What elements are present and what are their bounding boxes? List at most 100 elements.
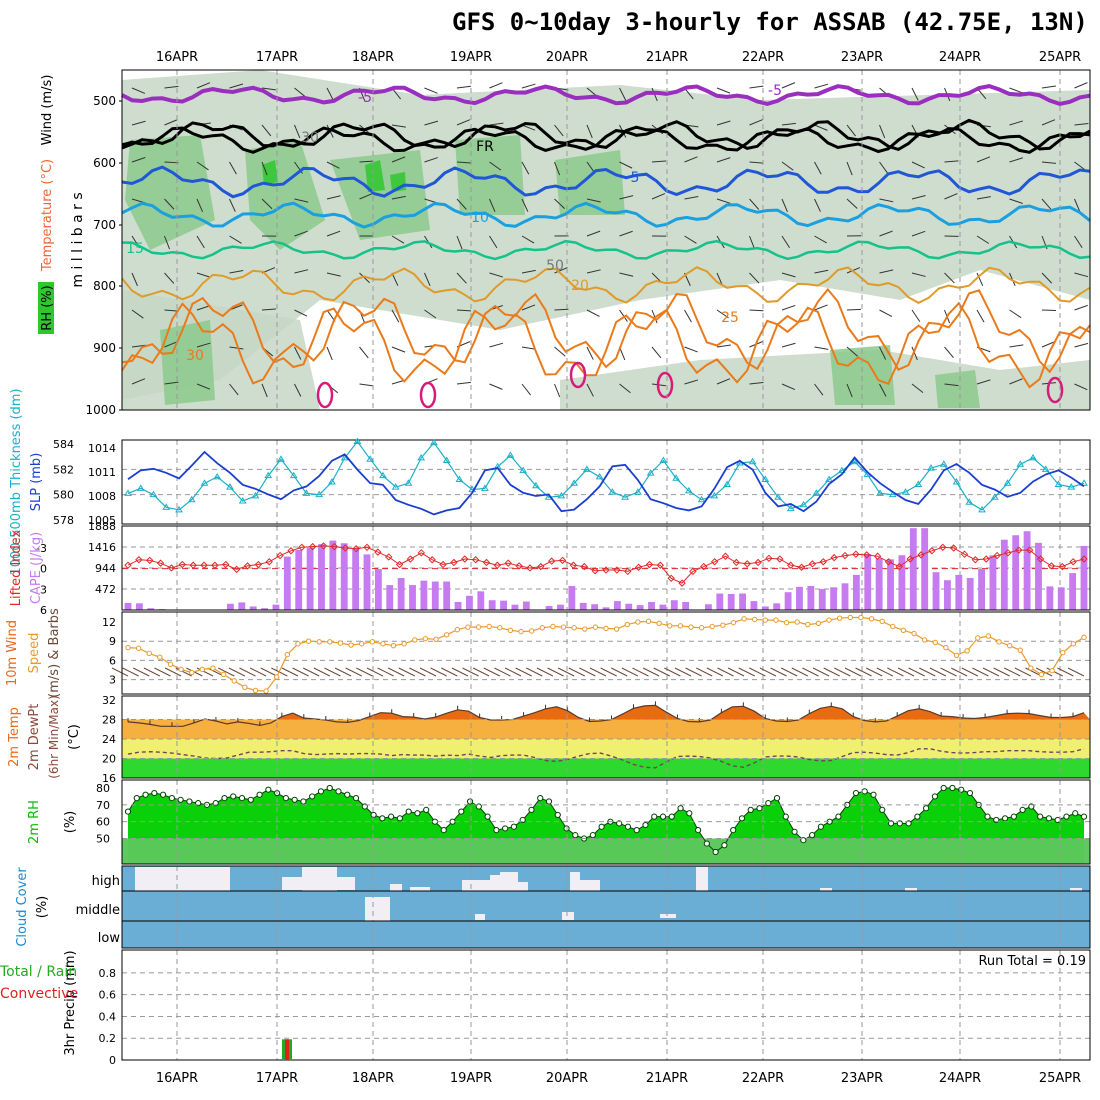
run-total-annotation: Run Total = 0.19 (978, 954, 1086, 969)
wind-barb (619, 272, 634, 277)
wind-barb (586, 198, 601, 203)
wind-barb (229, 161, 237, 175)
wind-barb (217, 667, 235, 677)
li-point (939, 543, 947, 552)
li-point (1069, 558, 1077, 566)
rh-point (870, 791, 877, 798)
wind-barb (292, 667, 309, 677)
thickness-point (328, 478, 336, 485)
rh-point (466, 798, 474, 805)
date-label-top: 21APR (646, 50, 688, 65)
cape-bar (397, 577, 405, 610)
wind-barb (911, 230, 926, 237)
li-point (417, 549, 426, 557)
wind-barb (976, 235, 990, 244)
wind-barb (781, 161, 794, 171)
li-point (558, 556, 567, 565)
wind-barb (419, 667, 437, 677)
rh-point (984, 813, 991, 820)
wind-barb (749, 309, 764, 312)
wind-barb (489, 272, 504, 278)
wind-speed-point (486, 623, 492, 630)
cape-bar (864, 553, 872, 610)
rh-point (388, 813, 395, 820)
li-point (298, 543, 306, 552)
wind-speed-point (252, 687, 259, 694)
wind-barb (521, 304, 536, 311)
wind-barb (684, 379, 699, 385)
rh-point (405, 808, 412, 815)
rh-point (537, 795, 544, 802)
wind-barb (547, 667, 564, 677)
wind-barb (619, 309, 628, 322)
wind-barb (521, 346, 536, 350)
li-point (721, 552, 730, 560)
wind-barb (879, 124, 886, 139)
wind-barb (164, 85, 179, 89)
cape-bar (955, 574, 963, 610)
slp-tick-label: 1005 (88, 514, 116, 527)
wind-speed-point (369, 639, 376, 645)
contour-label: 20 (571, 278, 589, 294)
li-point (526, 564, 534, 572)
wind-barb (1009, 157, 1023, 163)
wind-barb (164, 119, 178, 126)
panel-frame (121, 865, 1091, 949)
li-point (917, 551, 925, 559)
cape-bar (1023, 531, 1031, 610)
rh-shading (160, 320, 215, 405)
li-point (504, 559, 512, 567)
rh-point (861, 788, 868, 795)
wind-speed-point (752, 616, 758, 623)
wind-barb (1074, 122, 1089, 126)
wind-barb (164, 381, 179, 385)
wind-barb (684, 346, 698, 353)
thickness-point (506, 451, 515, 458)
temp2m-label-b: 2m DewPt (27, 704, 42, 771)
thickness-point (786, 504, 795, 512)
wind-barb (770, 667, 787, 677)
li-point (352, 544, 360, 553)
cape-bar (466, 595, 473, 610)
rh-point (721, 842, 728, 849)
wind-speed-point (390, 642, 397, 649)
rh-point (326, 784, 333, 792)
wind-barb (684, 309, 692, 323)
wind-barb (846, 267, 861, 274)
temp-tick-label: 28 (102, 714, 116, 727)
wind-barb (111, 667, 129, 677)
rh-band-overlay (122, 838, 1090, 864)
wind-speed-point (624, 621, 630, 628)
cape-bar (306, 547, 314, 610)
wind-speed-point (220, 671, 227, 678)
cape-bar (978, 569, 985, 610)
cape-bar (1057, 587, 1065, 610)
rh-point (502, 825, 509, 832)
wind-barb (823, 667, 840, 677)
cape-bar (989, 555, 997, 610)
li-point (395, 560, 404, 569)
thickness-point (379, 471, 387, 479)
rh-point (423, 806, 430, 813)
wind-barb (424, 272, 431, 287)
wind-barb (846, 346, 858, 357)
wind-speed-point (475, 624, 482, 630)
wind-barb (1041, 309, 1057, 312)
rh-point (773, 795, 781, 802)
wind-barb (911, 195, 926, 200)
wind-barb (781, 272, 796, 278)
rh-point (440, 827, 447, 834)
wind-barb (879, 309, 893, 317)
wind-barb (781, 198, 788, 213)
wind-speed-point (847, 614, 854, 621)
cape-bar (898, 555, 906, 610)
wind-barb (196, 383, 211, 390)
wind-barb (409, 667, 426, 677)
cape-bar (557, 604, 564, 610)
wind-speed-point (794, 619, 800, 625)
thickness-point (315, 490, 324, 498)
wind-barb (164, 309, 179, 312)
wind-speed-point (645, 618, 652, 625)
wind-barb (326, 272, 341, 277)
cape-bar (818, 589, 826, 610)
